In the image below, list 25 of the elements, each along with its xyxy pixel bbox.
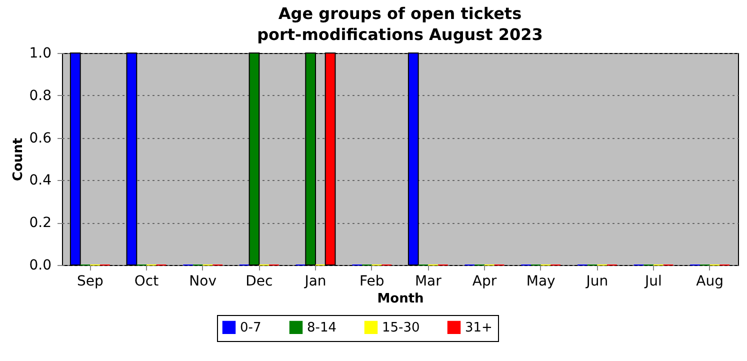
legend-label: 8-14 <box>307 320 337 336</box>
x-tick-label: Nov <box>189 274 216 290</box>
legend-label: 0-7 <box>240 320 262 336</box>
legend-label: 15-30 <box>382 320 420 336</box>
x-axis-title: Month <box>377 292 424 306</box>
x-tick-label: Aug <box>696 274 724 290</box>
y-tick-label: 1.0 <box>29 46 52 62</box>
y-axis-title: Count <box>11 138 26 182</box>
x-tick-label: Mar <box>414 274 442 290</box>
x-tick-label: Sep <box>76 274 104 290</box>
x-tick-label: Apr <box>472 274 497 290</box>
x-tick-label: May <box>526 274 556 290</box>
y-tick-label: 0.6 <box>29 130 52 146</box>
y-tick-label: 0.0 <box>29 258 52 274</box>
y-tick-label: 0.8 <box>29 88 52 104</box>
x-tick-label: Jul <box>644 274 662 290</box>
y-tick-label: 0.2 <box>29 215 52 232</box>
legend-label: 31+ <box>465 320 492 336</box>
x-tick-label: Jan <box>304 274 326 290</box>
y-tick-label: 0.4 <box>29 172 52 189</box>
x-tick-label: Jun <box>585 274 608 290</box>
x-tick-label: Oct <box>134 274 160 290</box>
x-tick-label: Feb <box>359 274 384 290</box>
x-tick-label: Dec <box>246 274 273 290</box>
chart-title: Age groups of open tickets port-modifications August 2023 <box>257 4 543 44</box>
